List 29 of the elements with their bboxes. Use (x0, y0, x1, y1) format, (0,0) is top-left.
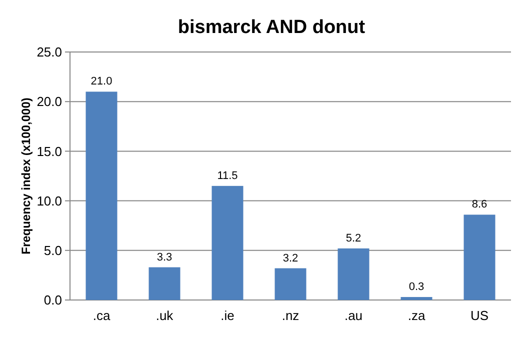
x-tick-label: .uk (156, 308, 174, 323)
bar (212, 186, 244, 300)
y-tick-label: 5.0 (44, 242, 62, 258)
data-label: 11.5 (217, 170, 238, 182)
x-tick-label: .au (344, 308, 363, 323)
y-tick-label: 0.0 (44, 292, 62, 308)
data-label: 5.2 (346, 232, 362, 244)
y-tick-label: 10.0 (36, 193, 62, 208)
bar (464, 214, 496, 300)
bar (400, 297, 432, 300)
x-tick-label: US (470, 308, 489, 323)
x-tick-label: .nz (282, 308, 300, 323)
y-tick-label: 15.0 (36, 144, 62, 159)
x-tick-label: .ca (92, 308, 111, 323)
bar (338, 248, 370, 300)
bar (274, 268, 306, 300)
data-label: 3.3 (156, 251, 172, 264)
bar (86, 92, 118, 300)
data-label: 0.3 (408, 281, 424, 294)
chart-title: bismarck AND donut (178, 17, 366, 38)
data-label: 8.6 (472, 198, 488, 211)
x-tick-label: .ie (220, 308, 234, 323)
x-tick-label: .za (408, 308, 426, 323)
data-label: 3.2 (282, 252, 298, 264)
data-label: 21.0 (90, 76, 112, 88)
y-tick-label: 20.0 (36, 94, 62, 110)
y-axis-title: Frequency index (x100,000) (19, 98, 33, 254)
y-tick-label: 25.0 (36, 44, 62, 60)
bar (148, 267, 180, 300)
